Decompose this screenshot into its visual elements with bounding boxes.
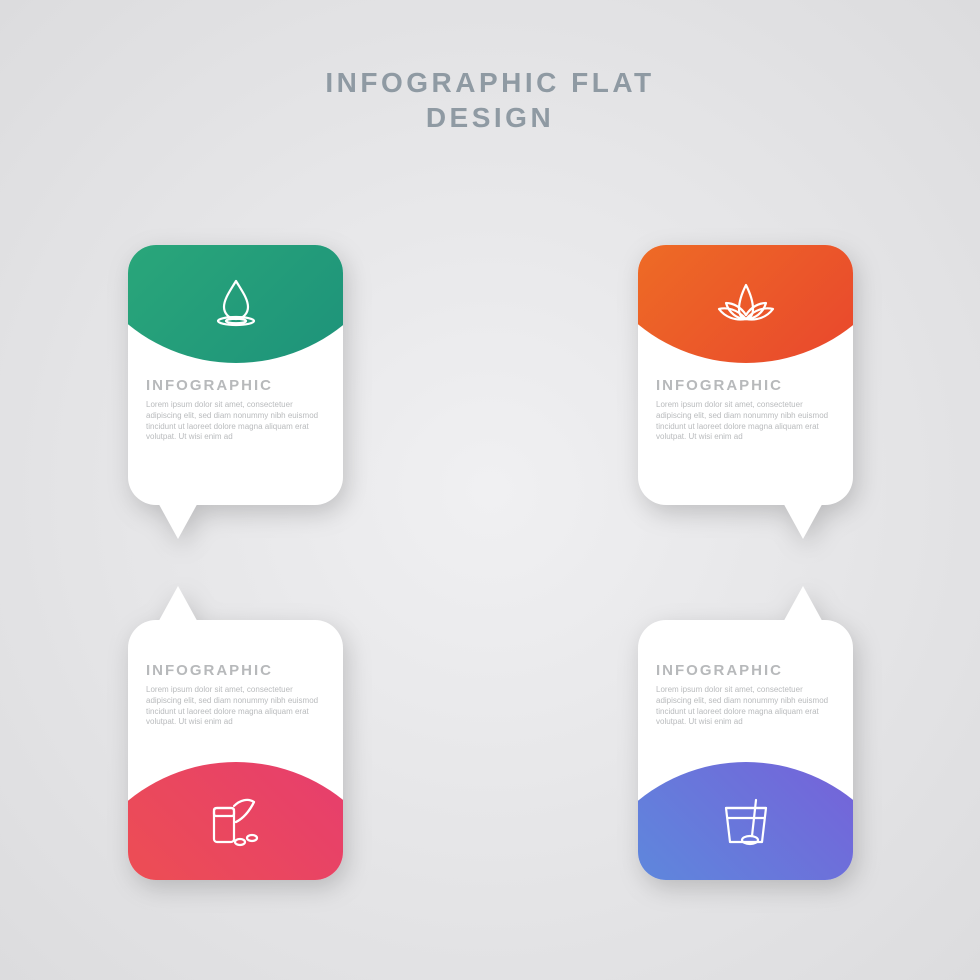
info-card-lotus: INFOGRAPHIC Lorem ipsum dolor sit amet, … xyxy=(638,245,853,505)
card-text: INFOGRAPHIC Lorem ipsum dolor sit amet, … xyxy=(146,662,325,728)
card-pointer xyxy=(156,586,200,626)
pills-icon xyxy=(128,768,343,876)
card-text: INFOGRAPHIC Lorem ipsum dolor sit amet, … xyxy=(146,377,325,443)
card-heading: INFOGRAPHIC xyxy=(656,377,835,394)
card-pointer xyxy=(781,499,825,539)
info-card-droplet: INFOGRAPHIC Lorem ipsum dolor sit amet, … xyxy=(128,245,343,505)
card-heading: INFOGRAPHIC xyxy=(146,377,325,394)
lotus-icon xyxy=(638,249,853,357)
card-body: Lorem ipsum dolor sit amet, consectetuer… xyxy=(656,685,835,728)
card-heading: INFOGRAPHIC xyxy=(146,662,325,679)
card-pointer xyxy=(156,499,200,539)
card-body: Lorem ipsum dolor sit amet, consectetuer… xyxy=(146,400,325,443)
card-body: Lorem ipsum dolor sit amet, consectetuer… xyxy=(146,685,325,728)
card-body: Lorem ipsum dolor sit amet, consectetuer… xyxy=(656,400,835,443)
card-pointer xyxy=(781,586,825,626)
card-text: INFOGRAPHIC Lorem ipsum dolor sit amet, … xyxy=(656,377,835,443)
card-text: INFOGRAPHIC Lorem ipsum dolor sit amet, … xyxy=(656,662,835,728)
info-card-pills: INFOGRAPHIC Lorem ipsum dolor sit amet, … xyxy=(128,620,343,880)
bucket-icon xyxy=(638,768,853,876)
droplet-icon xyxy=(128,249,343,357)
page-title: INFOGRAPHIC FLAT DESIGN xyxy=(325,65,654,135)
card-heading: INFOGRAPHIC xyxy=(656,662,835,679)
info-card-bucket: INFOGRAPHIC Lorem ipsum dolor sit amet, … xyxy=(638,620,853,880)
